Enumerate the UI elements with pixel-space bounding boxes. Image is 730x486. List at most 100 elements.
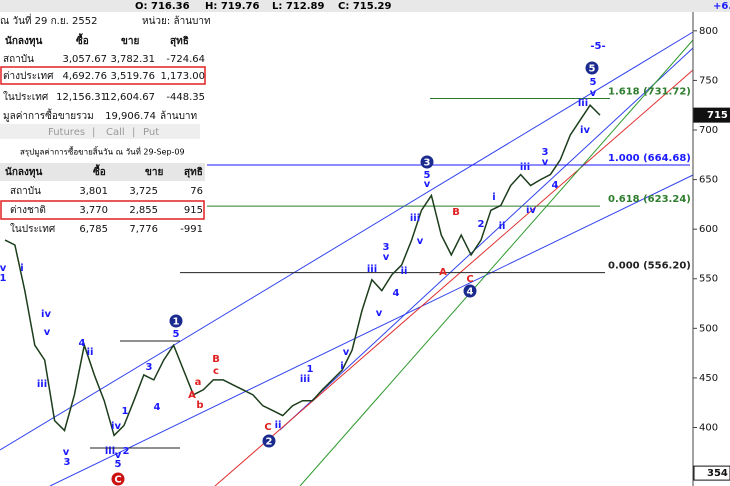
change: +6. (713, 1, 730, 12)
wave-label: iii (300, 374, 310, 385)
red-trend (214, 69, 694, 486)
y-tick-label: 700 (699, 125, 718, 136)
wave-label: 4 (552, 180, 559, 191)
channel-inner (279, 47, 694, 431)
y-tick-label: 400 (699, 422, 718, 433)
header-bg (0, 163, 205, 181)
y-tick-label: 600 (699, 224, 718, 235)
wave-label: ii (275, 420, 282, 431)
wave-label: 5 (115, 459, 122, 470)
cell: 6,785 (79, 224, 108, 235)
wave-label: 5 (590, 77, 597, 88)
table-unit: หน่วย: ล้านบาท (142, 15, 211, 27)
wave-label: c (213, 366, 219, 377)
wave-circle (463, 284, 477, 298)
y-tick-label: 550 (699, 274, 718, 285)
wave-circle (420, 155, 434, 169)
wave-label: iv (41, 309, 51, 320)
trend-lines (0, 31, 694, 486)
col-header: ขาย (145, 167, 163, 178)
cell: 4,692.76 (62, 71, 107, 82)
wave-label: 5 (424, 170, 431, 181)
wave-label: 2 (478, 219, 485, 230)
y-tick-label: 800 (699, 26, 718, 37)
wave-label: 5 (173, 329, 180, 340)
row-label: ในประเทศ (3, 91, 49, 103)
wave-label: iii (410, 213, 420, 224)
wave-label: v (376, 308, 383, 319)
wave-label: b (196, 400, 203, 411)
total-value: 19,906.74 (105, 111, 156, 122)
fib-label: 0.000 (556.20) (608, 261, 691, 272)
price-marker (693, 107, 730, 123)
cell: 3,782.31 (110, 54, 155, 65)
wave-label: C (264, 422, 271, 433)
wave-label: 4 (154, 402, 161, 413)
price-marker-label: 354 (707, 468, 728, 479)
price-line (4, 104, 601, 437)
tab[interactable]: Call (106, 127, 125, 138)
channel-lower (49, 174, 694, 486)
cell: 7,776 (129, 224, 158, 235)
wave-label: iii (578, 98, 588, 109)
wave-label: 4 (79, 338, 86, 349)
wave-circle (111, 472, 125, 486)
wave-label: v (542, 157, 549, 168)
cell: 3,057.67 (62, 54, 107, 65)
highlight (0, 200, 205, 220)
row-label: ต่างประเทศ (3, 71, 54, 82)
wave-label: v (115, 450, 122, 461)
top-bar (0, 0, 730, 12)
wave-label: v (590, 88, 597, 99)
wave-label: 3 (383, 242, 390, 253)
wave-label: 3 (542, 147, 549, 158)
wave-circle-label: 5 (589, 64, 596, 75)
wave-label: iii (37, 379, 47, 390)
cell: 3,770 (79, 205, 108, 216)
ohlc-close: C: 715.29 (338, 1, 391, 12)
wave-label: iii (367, 264, 377, 275)
wave-label: ii (499, 221, 506, 232)
wave-label: v (343, 347, 350, 358)
rows: สถาบัน 3,801 3,725 76 ต่างชาติ 3,770 2,855 915 ใ… (10, 186, 203, 235)
cell: -724.64 (166, 54, 205, 65)
wave-label: iv (526, 205, 536, 216)
table-bg (0, 12, 207, 132)
wave-label: 1 (122, 406, 129, 417)
y-tick-label: 750 (699, 75, 718, 86)
wave-label: v (424, 179, 431, 190)
cell: 12,156.31 (56, 92, 107, 103)
tab[interactable]: Futures (48, 127, 85, 138)
cell: 3,801 (79, 186, 108, 197)
fib-label: 0.618 (623.24) (608, 194, 691, 205)
col-header: ขาย (121, 36, 139, 47)
tab-sep: | (132, 127, 135, 138)
price-marker-label: 715 (707, 110, 728, 121)
wave-label: i (492, 192, 495, 203)
wave-label: 3 (146, 362, 153, 373)
y-tick-label: 650 (699, 175, 718, 186)
wave-label: -5- (590, 41, 605, 52)
wave-circle (262, 434, 276, 448)
cell: 76 (190, 186, 203, 197)
channel-upper (0, 31, 694, 451)
green-trend (299, 39, 694, 486)
wave-label: iii (105, 446, 115, 457)
row-label: สถาบัน (10, 186, 41, 197)
table-net-trade: ณ วันที่ 29 ก.ย. 2552 หน่วย: ล้านบาท นัก… (0, 12, 211, 139)
rows: สถาบัน 3,057.67 3,782.31 -724.64 ต่างประเทศ 4… (3, 54, 205, 103)
price-marker (693, 465, 730, 481)
wave-label: v (0, 263, 7, 274)
plot: 1.618 (731.72) 1.000 (664.68) 0.618 (623.2… (0, 41, 691, 486)
wave-label: v (417, 236, 424, 247)
row-label: ในประเทศ (10, 223, 56, 235)
cell: 915 (184, 205, 203, 216)
wave-label: C (466, 274, 473, 285)
wave-label: 2 (123, 446, 130, 457)
wave-circle (585, 61, 599, 75)
highlight (0, 66, 206, 85)
col-header: ซื้อ (76, 33, 89, 47)
wave-label: v (383, 252, 390, 263)
tab[interactable]: Put (143, 127, 159, 138)
